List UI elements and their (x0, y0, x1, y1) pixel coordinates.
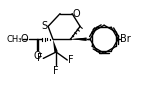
Text: O: O (33, 51, 41, 61)
Text: Br: Br (120, 34, 131, 44)
Text: S: S (42, 21, 48, 31)
Text: O: O (21, 34, 28, 44)
Polygon shape (70, 38, 87, 41)
Text: F: F (68, 55, 74, 65)
Text: F: F (37, 53, 42, 63)
Text: F: F (53, 66, 59, 76)
Text: O: O (73, 9, 80, 19)
Polygon shape (53, 39, 58, 52)
Text: CH₃: CH₃ (7, 35, 22, 44)
Polygon shape (70, 38, 87, 41)
